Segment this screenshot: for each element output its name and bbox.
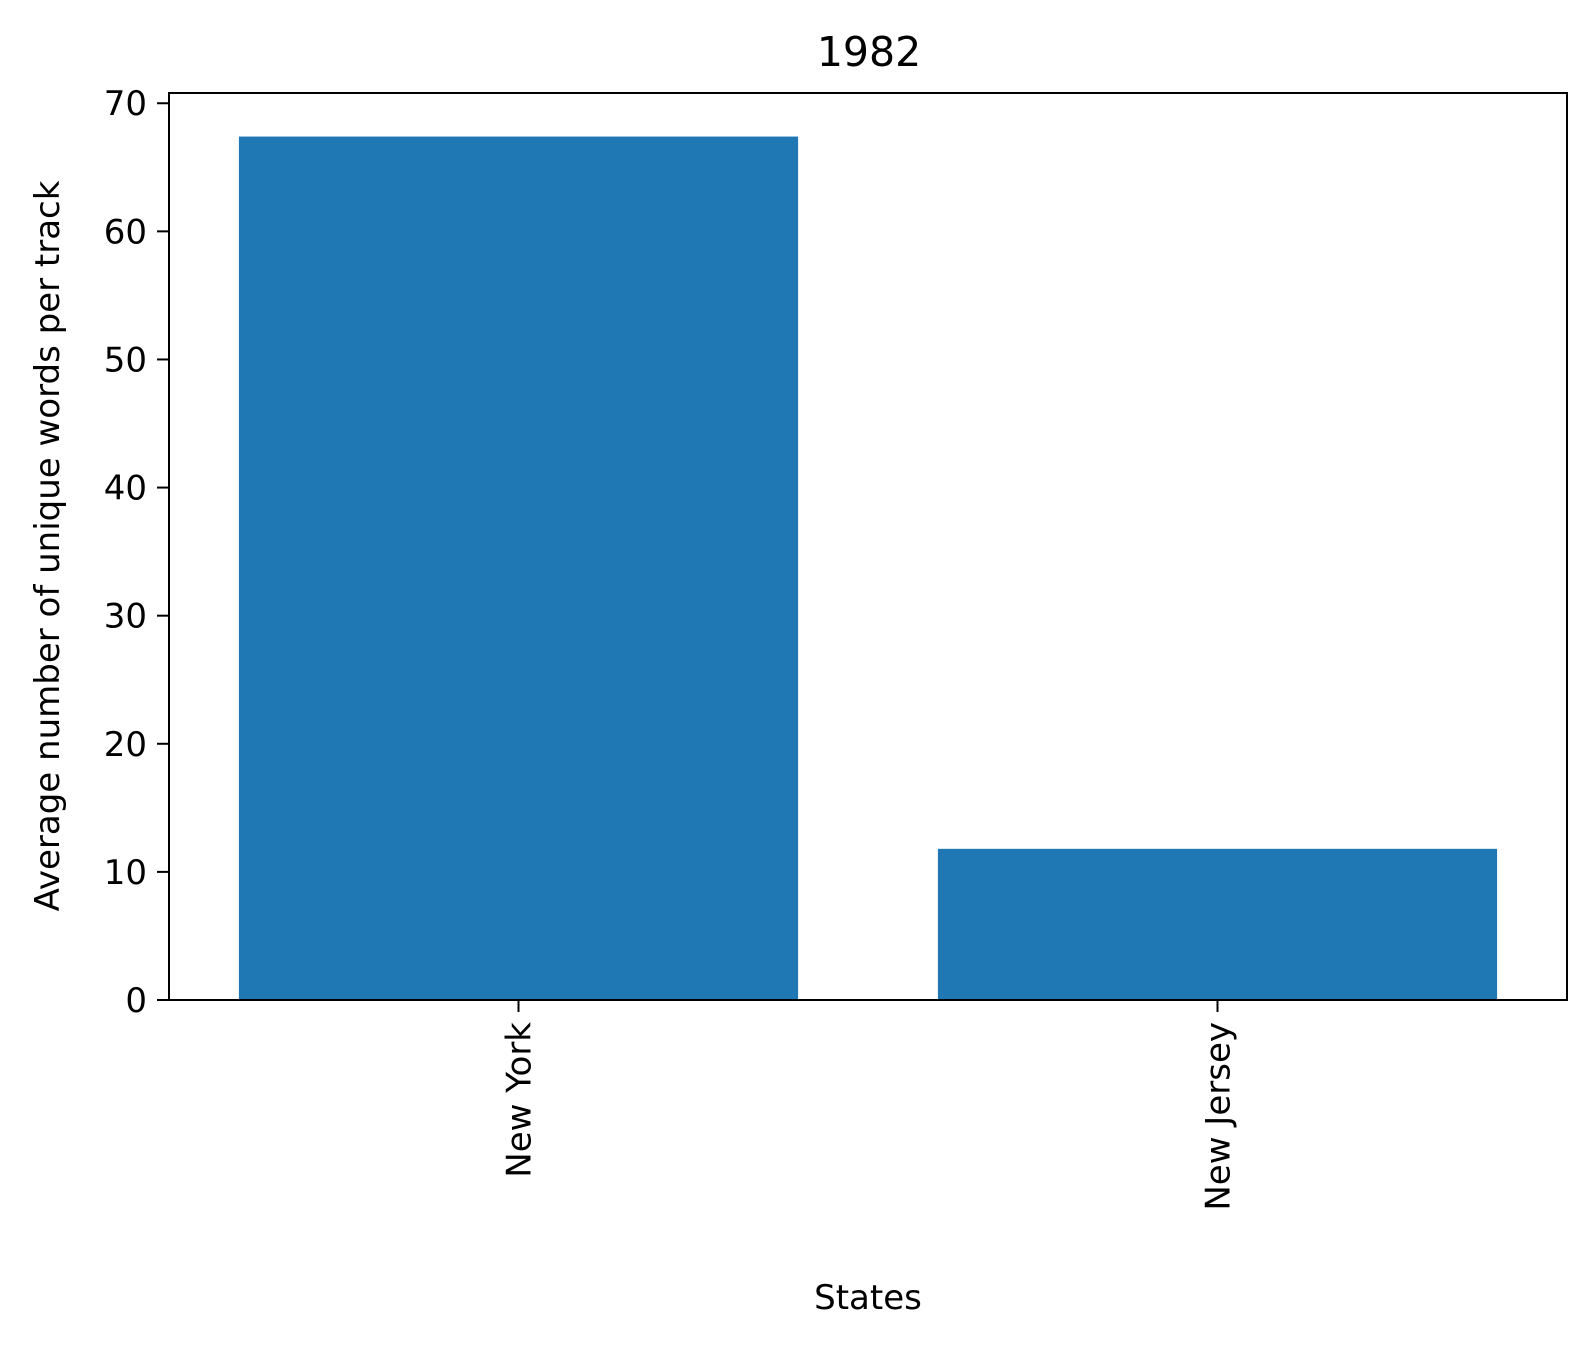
y-tick-label: 20 xyxy=(104,725,147,765)
chart-title: 1982 xyxy=(817,28,921,76)
bar-new-york xyxy=(238,136,799,1000)
x-axis-label: States xyxy=(814,1278,922,1318)
bars-group xyxy=(238,136,1498,1000)
y-tick-label: 50 xyxy=(104,340,147,380)
x-axis-ticks: New York New Jersey xyxy=(500,1000,1239,1211)
x-tick-label: New York xyxy=(500,1022,540,1178)
y-tick-label: 40 xyxy=(104,469,147,509)
x-tick-label: New Jersey xyxy=(1199,1022,1239,1211)
bar-new-jersey xyxy=(937,848,1498,1000)
y-tick-label: 70 xyxy=(104,84,147,124)
y-axis-ticks: 0 10 20 30 40 50 60 70 xyxy=(104,84,169,1021)
y-tick-label: 0 xyxy=(125,981,147,1021)
y-tick-label: 10 xyxy=(104,853,147,893)
y-tick-label: 30 xyxy=(104,597,147,637)
plot-frame xyxy=(168,92,1568,1001)
y-tick-label: 60 xyxy=(104,212,147,252)
y-axis-label: Average number of unique words per track xyxy=(28,180,68,911)
